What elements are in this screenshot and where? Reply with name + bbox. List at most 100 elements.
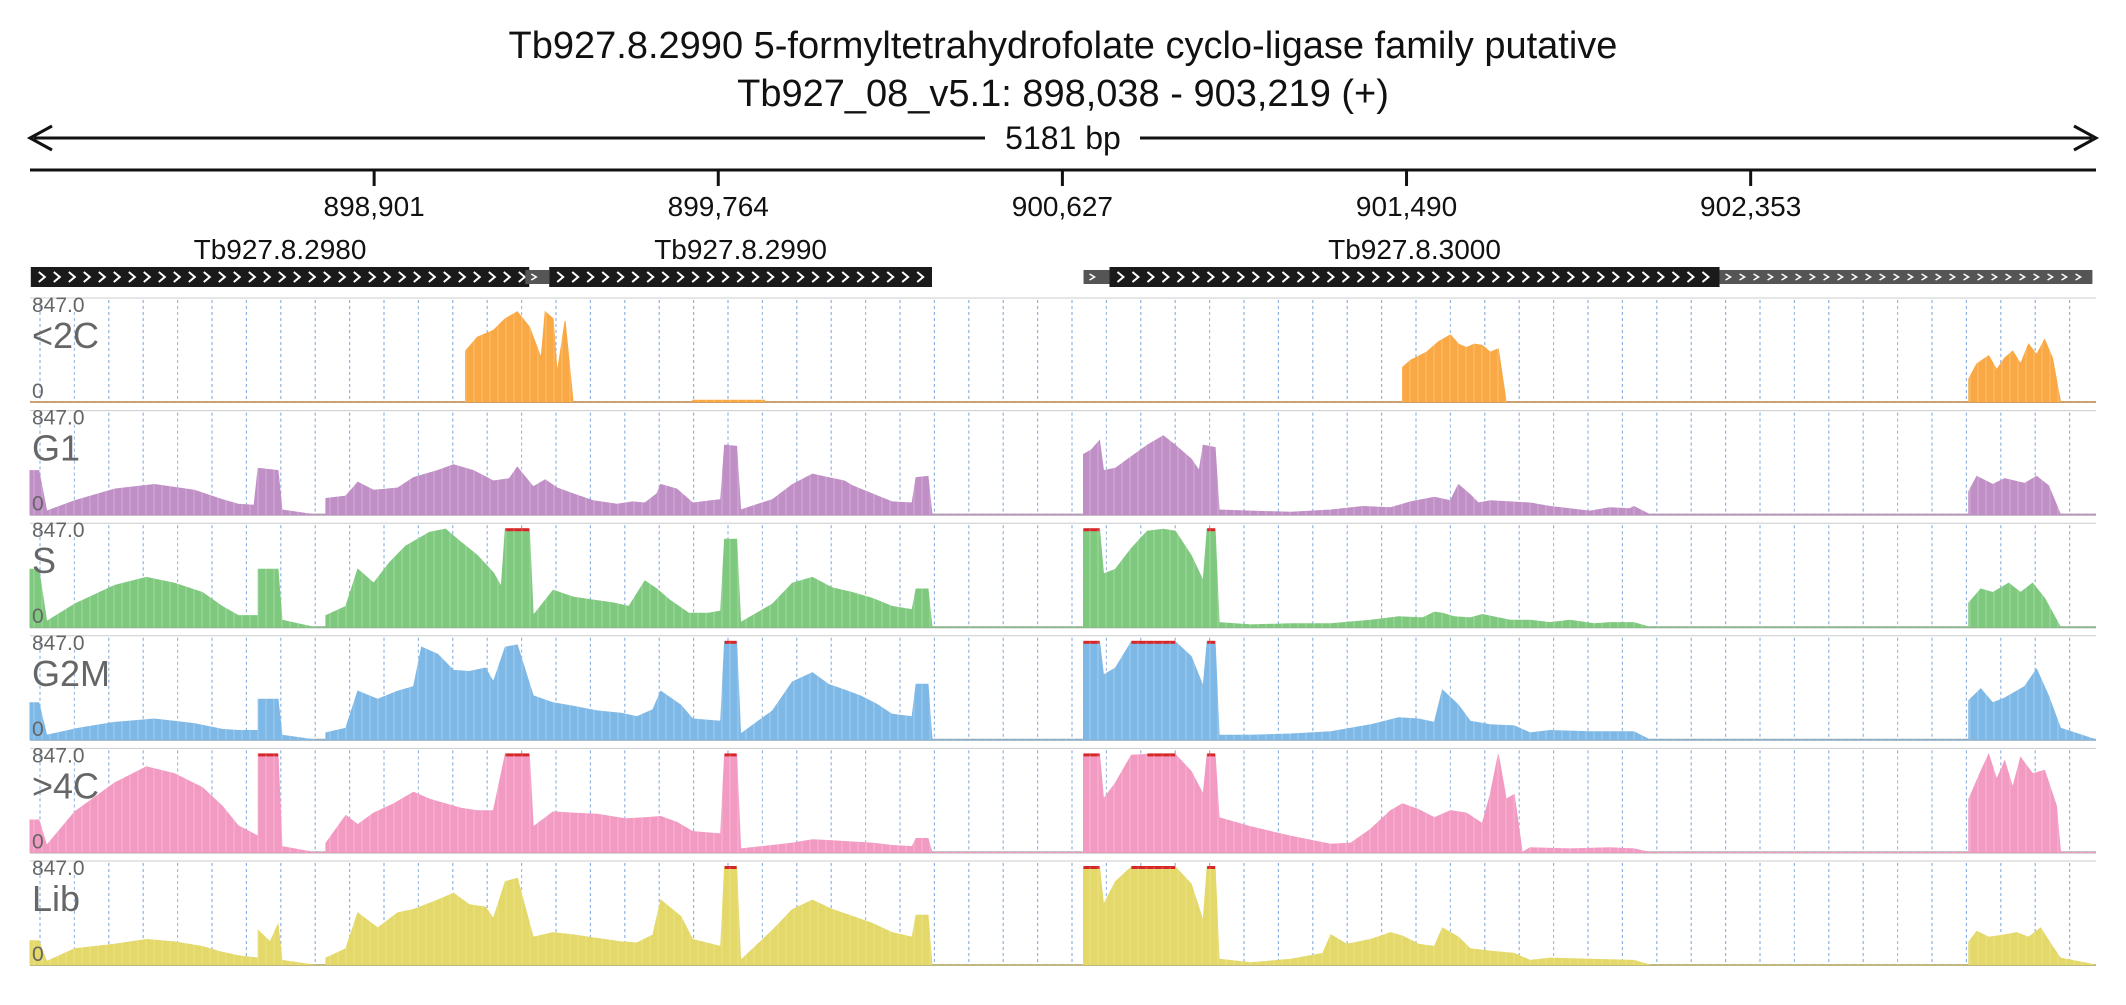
strand-arrow-icon	[1611, 271, 1621, 283]
strand-arrow-icon	[1536, 271, 1546, 283]
overflow-marker	[505, 528, 530, 532]
strand-arrow-icon	[488, 271, 497, 283]
coverage-track: 847.0 0 <2C	[30, 294, 2096, 403]
overflow-marker	[1083, 640, 1100, 644]
y-min-label: 0	[32, 493, 44, 516]
strand-arrow-icon	[1949, 273, 1957, 281]
strand-arrow-icon	[383, 271, 392, 283]
strand-arrow-icon	[1431, 271, 1441, 283]
strand-arrow-icon	[1551, 271, 1561, 283]
strand-arrow-icon	[901, 271, 910, 283]
overflow-marker	[724, 753, 737, 757]
strand-arrow-icon	[1907, 273, 1915, 281]
strand-arrow-icon	[1461, 271, 1471, 283]
strand-arrow-icon	[1491, 271, 1501, 283]
strand-arrow-icon	[1251, 271, 1261, 283]
overflow-marker	[1207, 866, 1216, 869]
ruler-tick-label: 902,353	[1700, 191, 1801, 222]
y-max-label: 847.0	[32, 294, 85, 317]
overflow-marker	[1083, 753, 1100, 757]
strand-arrow-icon	[1446, 271, 1456, 283]
strand-arrow-icon	[886, 271, 895, 283]
strand-arrow-icon	[83, 271, 92, 283]
strand-arrow-icon	[263, 271, 272, 283]
gene-cds-block	[1109, 267, 1720, 287]
strand-arrow-icon	[2033, 273, 2041, 281]
coverage-area	[29, 866, 2097, 966]
strand-arrow-icon	[1837, 273, 1845, 281]
strand-arrow-icon	[676, 271, 685, 283]
strand-arrow-icon	[1476, 271, 1486, 283]
gene-label: Tb927.8.3000	[1328, 234, 1501, 265]
strand-arrow-icon	[218, 271, 227, 283]
y-min-label: 0	[32, 830, 44, 853]
strand-arrow-icon	[368, 271, 377, 283]
coverage-area	[29, 641, 2097, 741]
strand-arrow-icon	[1641, 271, 1651, 283]
strand-arrow-icon	[1296, 271, 1306, 283]
coverage-track: 847.0 0 >4C	[29, 744, 2096, 854]
strand-arrow-icon	[721, 271, 730, 283]
strand-arrow-icon	[1236, 271, 1246, 283]
strand-arrow-icon	[1686, 271, 1696, 283]
strand-arrow-icon	[1739, 273, 1747, 281]
coverage-area	[30, 310, 2096, 403]
strand-arrow-icon	[38, 271, 47, 283]
ruler-tick-label: 898,901	[324, 191, 425, 222]
strand-arrow-icon	[871, 271, 880, 283]
gene-cds-block	[549, 267, 933, 287]
right-arrow-icon	[2073, 124, 2100, 152]
strand-arrow-icon	[308, 271, 317, 283]
overflow-marker	[1207, 640, 1216, 644]
strand-arrow-icon	[338, 271, 347, 283]
overflow-marker	[1163, 866, 1176, 869]
strand-arrow-icon	[53, 271, 62, 283]
strand-arrow-icon	[1266, 271, 1276, 283]
gene-track: Tb927.8.2980 Tb927.8.2990 Tb927.8.3000	[30, 234, 2093, 287]
y-min-label: 0	[32, 380, 44, 403]
strand-arrow-icon	[1341, 271, 1351, 283]
strand-arrow-icon	[233, 271, 242, 283]
strand-arrow-icon	[1656, 271, 1666, 283]
strand-arrow-icon	[428, 271, 437, 283]
gene-label: Tb927.8.2980	[194, 234, 367, 265]
coverage-area	[29, 753, 2096, 854]
y-min-label: 0	[32, 718, 44, 741]
strand-arrow-icon	[1823, 273, 1831, 281]
figure-title: Tb927.8.2990 5-formyltetrahydrofolate cy…	[509, 25, 1618, 67]
strand-arrow-icon	[1191, 271, 1201, 283]
coverage-track: 847.0 0 G1	[29, 407, 2096, 516]
gene-label: Tb927.8.2990	[654, 234, 827, 265]
overflow-marker	[505, 753, 530, 757]
strand-arrow-icon	[826, 271, 835, 283]
strand-arrow-icon	[1566, 271, 1576, 283]
strand-arrow-icon	[1921, 273, 1929, 281]
strand-arrow-icon	[811, 271, 820, 283]
strand-arrow-icon	[1416, 271, 1426, 283]
strand-arrow-icon	[278, 271, 287, 283]
overflow-marker	[1207, 753, 1216, 757]
overflow-marker	[1163, 640, 1176, 644]
strand-arrow-icon	[1089, 273, 1096, 281]
strand-arrow-icon	[293, 271, 302, 283]
strand-arrow-icon	[1311, 271, 1321, 283]
strand-arrow-icon	[1893, 273, 1901, 281]
strand-arrow-icon	[323, 271, 332, 283]
strand-arrow-icon	[1865, 273, 1873, 281]
strand-arrow-icon	[796, 271, 805, 283]
strand-arrow-icon	[503, 271, 512, 283]
strand-arrow-icon	[188, 271, 197, 283]
strand-arrow-icon	[1596, 271, 1606, 283]
strand-arrow-icon	[1725, 273, 1733, 281]
strand-arrow-icon	[1626, 271, 1636, 283]
ruler-tick-label: 899,764	[668, 191, 769, 222]
y-max-label: 847.0	[32, 632, 85, 655]
strand-arrow-icon	[706, 271, 715, 283]
strand-arrow-icon	[1581, 271, 1591, 283]
strand-arrow-icon	[571, 271, 580, 283]
strand-arrow-icon	[98, 271, 107, 283]
strand-arrow-icon	[128, 271, 137, 283]
strand-arrow-icon	[1371, 271, 1381, 283]
